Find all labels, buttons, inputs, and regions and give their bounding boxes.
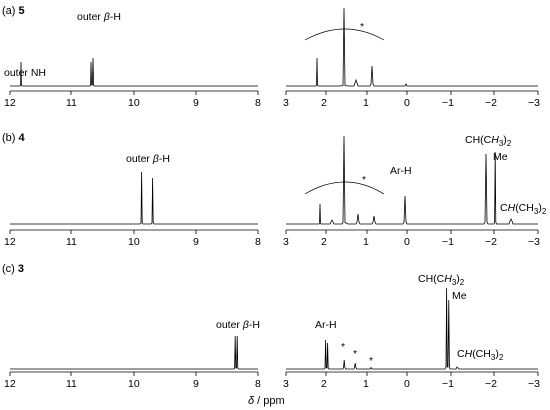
panel-b-me-label: Me <box>493 151 508 163</box>
panel-c-left-tick-12: 12 <box>4 378 16 390</box>
panel-a-left-tick-9: 9 <box>193 97 199 109</box>
x-axis-title: δ / ppm <box>248 395 285 407</box>
panel-a-right-tick-m1: −1 <box>442 97 454 109</box>
panel-b-right-tick-m2: −2 <box>485 236 497 248</box>
panel-a-right-tick-m2: −2 <box>485 97 497 109</box>
panel-c-right-tick-2: 2 <box>321 378 327 390</box>
panel-a-left-tick-11: 11 <box>66 97 77 109</box>
panel-a-left-tick-8: 8 <box>255 97 261 109</box>
panel-a-right-tick-1: 1 <box>363 97 369 109</box>
panel-a-asterisk: * <box>360 21 364 33</box>
panel-c-right-spectrum <box>286 287 538 370</box>
panel-c-ch-ch3-label: CH(CH3)2 <box>418 273 465 287</box>
panel-a-left-spectrum <box>10 57 258 87</box>
panel-c-asterisk-1: * <box>341 341 345 353</box>
panel-c-me-label: Me <box>452 290 467 302</box>
panel-c-left-tick-9: 9 <box>193 378 199 390</box>
panel-b-outer-beta-h-label: outer β-H <box>126 153 170 165</box>
panel-a-label: (a) 5 <box>2 5 25 17</box>
panel-c-asterisk-3: * <box>369 355 373 367</box>
panel-b-right-tick-m3: −3 <box>528 236 540 248</box>
panel-a-right-spectrum <box>286 7 538 87</box>
panel-c-left-tick-11: 11 <box>66 378 77 390</box>
panel-a-right-axis: 3 2 1 0 −1 −2 −3 <box>283 90 540 109</box>
panel-b-label: (b) 4 <box>2 132 26 144</box>
panel-c: (c) 3 outer β-H 12 11 10 9 8 Ar-H * * * … <box>2 263 540 390</box>
panel-b: (b) 4 outer β-H 12 11 10 9 8 * Ar-H CH(C… <box>2 132 547 248</box>
panel-b-right-tick-1: 1 <box>363 236 369 248</box>
panel-b-ch-label: CH(CH3)2 <box>500 202 547 216</box>
panel-c-right-axis: 3 2 1 0 −1 −2 −3 <box>283 371 540 390</box>
panel-b-left-spectrum <box>10 171 258 225</box>
panel-a-outer-nh-label: outer NH <box>4 67 46 79</box>
panel-a-solvent-arc <box>304 28 385 41</box>
panel-b-right-spectrum <box>286 135 538 225</box>
panel-c-right-tick-3: 3 <box>283 378 289 390</box>
panel-a-right-tick-m3: −3 <box>528 97 540 109</box>
panel-b-right-axis: 3 2 1 0 −1 −2 −3 <box>283 229 540 248</box>
panel-b-right-tick-0: 0 <box>404 236 410 248</box>
panel-c-left-tick-10: 10 <box>128 378 140 390</box>
panel-c-right-tick-m3: −3 <box>528 378 540 390</box>
panel-b-right-tick-m1: −1 <box>442 236 454 248</box>
panel-c-left-tick-8: 8 <box>255 378 261 390</box>
panel-c-left-spectrum <box>10 335 258 370</box>
panel-c-ar-h-label: Ar-H <box>315 319 337 331</box>
panel-b-left-axis: 12 11 10 9 8 <box>4 229 261 248</box>
panel-c-right-tick-m1: −1 <box>442 378 454 390</box>
panel-b-right-tick-2: 2 <box>321 236 327 248</box>
panel-c-right-tick-0: 0 <box>404 378 410 390</box>
panel-c-right-tick-m2: −2 <box>485 378 497 390</box>
panel-b-left-tick-12: 12 <box>4 236 16 248</box>
panel-b-left-tick-10: 10 <box>128 236 140 248</box>
panel-a-left-tick-12: 12 <box>4 97 16 109</box>
panel-c-asterisk-2: * <box>353 348 357 360</box>
panel-c-label: (c) 3 <box>2 263 24 275</box>
panel-b-left-tick-11: 11 <box>66 236 77 248</box>
panel-b-ar-h-label: Ar-H <box>390 165 412 177</box>
panel-b-left-tick-9: 9 <box>193 236 199 248</box>
panel-b-asterisk: * <box>362 174 366 186</box>
panel-a: (a) 5 outer NH outer β-H 12 11 10 9 8 * <box>2 5 540 109</box>
panel-a-left-axis: 12 11 10 9 8 <box>4 90 261 109</box>
panel-b-right-tick-3: 3 <box>283 236 289 248</box>
panel-a-right-tick-0: 0 <box>404 97 410 109</box>
panel-c-left-axis: 12 11 10 9 8 <box>4 371 261 390</box>
panel-c-ch-label: CH(CH3)2 <box>457 348 504 362</box>
panel-a-right-tick-3: 3 <box>283 97 289 109</box>
panel-c-right-tick-1: 1 <box>363 378 369 390</box>
panel-a-right-tick-2: 2 <box>321 97 327 109</box>
panel-a-outer-beta-h-label: outer β-H <box>77 11 121 23</box>
panel-b-ch-ch3-label: CH(CH3)2 <box>465 134 512 148</box>
panel-c-outer-beta-h-label: outer β-H <box>216 319 260 331</box>
panel-b-left-tick-8: 8 <box>255 236 261 248</box>
panel-a-left-tick-10: 10 <box>128 97 140 109</box>
